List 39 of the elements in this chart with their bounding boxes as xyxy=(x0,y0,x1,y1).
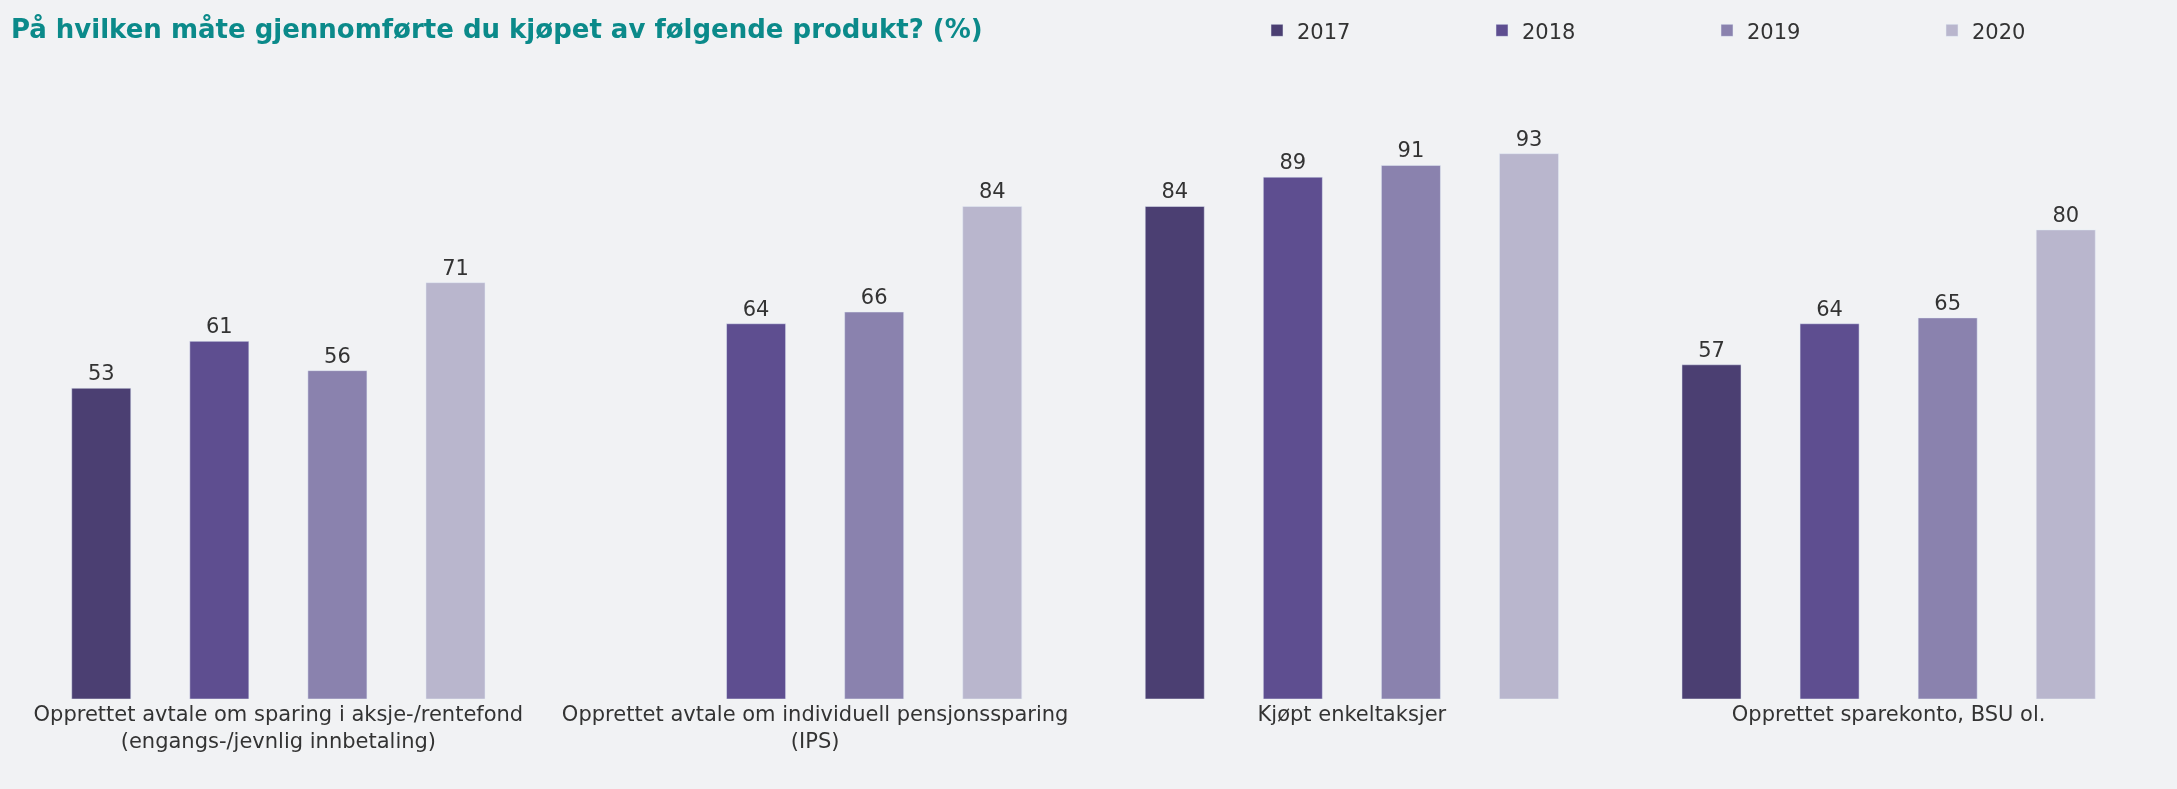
data-label: 84 xyxy=(1161,179,1189,204)
legend-label: 2019 xyxy=(1747,19,1801,44)
data-label: 91 xyxy=(1397,138,1425,163)
bar xyxy=(1799,323,1860,699)
data-label: 93 xyxy=(1515,126,1543,151)
bar xyxy=(425,282,486,699)
data-label: 53 xyxy=(87,361,115,386)
bar xyxy=(71,387,132,699)
bar xyxy=(1263,176,1323,699)
x-tick-label: Kjøpt enkeltaksjer xyxy=(1257,702,1447,726)
bar xyxy=(1499,153,1559,699)
data-label: 89 xyxy=(1279,150,1307,175)
data-label: 71 xyxy=(442,255,469,280)
x-tick-label: Opprettet avtale om individuell pensjonssparing (IPS) xyxy=(561,702,1069,754)
bar xyxy=(1144,206,1205,699)
bar xyxy=(726,323,786,699)
data-label: 61 xyxy=(205,314,233,339)
legend-label: 2018 xyxy=(1522,19,1576,44)
data-label: 80 xyxy=(2052,202,2080,227)
bar xyxy=(844,311,904,699)
data-label: 57 xyxy=(1698,337,1725,362)
data-label: 64 xyxy=(1816,296,1843,321)
data-label: 65 xyxy=(1934,290,1962,315)
bar xyxy=(962,206,1023,699)
legend-label: 2020 xyxy=(1972,19,2026,44)
data-label: 56 xyxy=(324,343,351,368)
bar xyxy=(189,341,250,699)
chart-title: På hvilken måte gjennomførte du kjøpet av følgende produkt? (%) xyxy=(10,12,983,44)
bar xyxy=(1381,165,1441,699)
data-label: 66 xyxy=(860,285,888,310)
bar xyxy=(1917,317,1978,699)
x-tick-label: Opprettet avtale om sparing i aksje-/rentefond (engangs-/jevnlig innbetaling) xyxy=(33,702,524,754)
x-tick-label: Opprettet sparekonto, BSU ol. xyxy=(1731,702,2046,726)
legend-label: 2017 xyxy=(1297,19,1351,44)
data-label: 84 xyxy=(978,179,1006,204)
bar xyxy=(2035,229,2096,699)
bar xyxy=(307,370,368,699)
data-label: 64 xyxy=(742,296,770,321)
bar xyxy=(1681,364,1742,699)
